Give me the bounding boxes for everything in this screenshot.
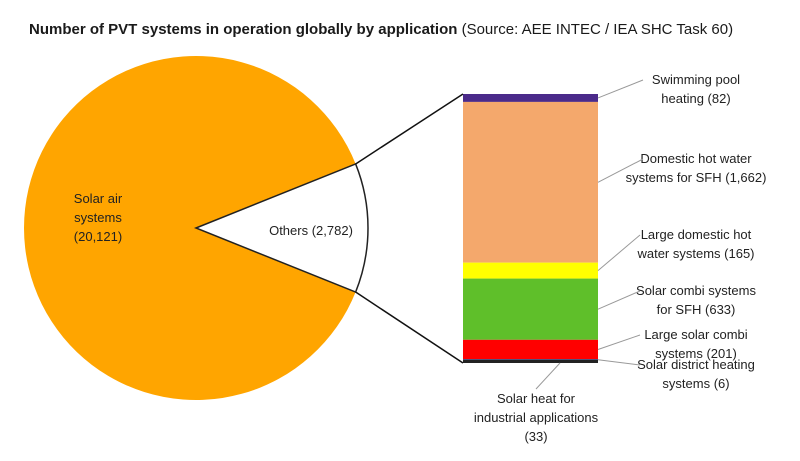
connector-line-top	[355, 93, 464, 165]
leader-line-solar-district-heating-systems	[597, 359, 641, 366]
pie-label-solar-air-systems-line-2: (20,121)	[74, 229, 122, 244]
bar-segment-swimming-pool-heating	[463, 94, 598, 102]
bar-label-large-solar-combi-systems-line-0: Large solar combi	[644, 327, 747, 342]
pie-slice-solar-air-systems	[24, 55, 356, 400]
bar-label-domestic-hot-water-systems-for-sfh-line-1: systems for SFH (1,662)	[626, 170, 767, 185]
bar-label-solar-district-heating-systems-line-0: Solar district heating	[637, 357, 755, 372]
chart-title: Number of PVT systems in operation globa…	[29, 21, 458, 38]
bar-label-large-solar-combi-systems-line-1: systems (201)	[655, 346, 737, 361]
connector-line-bottom	[355, 291, 464, 364]
leader-line-solar-heat-for-industrial-applications	[535, 362, 561, 390]
chart-title-row: Number of PVT systems in operation globa…	[29, 21, 733, 38]
bar-label-domestic-hot-water-systems-for-sfh-line-0: Domestic hot water	[640, 151, 752, 166]
bar-label-solar-combi-systems-for-sfh-line-0: Solar combi systems	[636, 283, 756, 298]
bar-label-solar-heat-for-industrial-applications-line-1: industrial applications	[474, 410, 599, 425]
bar-label-large-domestic-hot-water-systems-line-0: Large domestic hot	[641, 227, 752, 242]
leader-line-domestic-hot-water-systems-for-sfh	[597, 158, 644, 183]
bar-label-solar-district-heating-systems-line-1: systems (6)	[662, 376, 729, 391]
pie-label-solar-air-systems-line-0: Solar air	[74, 191, 123, 206]
bar-segment-solar-district-heating-systems	[463, 359, 598, 361]
bar-label-swimming-pool-heating-line-1: heating (82)	[661, 91, 730, 106]
leader-line-swimming-pool-heating	[597, 79, 644, 99]
bar-label-solar-heat-for-industrial-applications-line-2: (33)	[524, 429, 547, 444]
bar-segment-large-solar-combi-systems	[463, 339, 598, 360]
bar-label-solar-heat-for-industrial-applications-line-0: Solar heat for	[497, 391, 576, 406]
pie-label-others: Others (2,782)	[269, 223, 353, 238]
leader-line-large-solar-combi-systems	[597, 334, 641, 350]
leader-line-solar-combi-systems-for-sfh	[597, 290, 641, 310]
bar-segment-large-domestic-hot-water-systems	[463, 262, 598, 279]
bar-segment-solar-heat-for-industrial-applications	[463, 359, 598, 363]
chart-source: (Source: AEE INTEC / IEA SHC Task 60)	[461, 21, 734, 38]
bar-label-swimming-pool-heating-line-0: Swimming pool	[652, 72, 740, 87]
bar-segment-domestic-hot-water-systems-for-sfh	[463, 101, 598, 263]
bar-label-solar-combi-systems-for-sfh-line-1: for SFH (633)	[657, 302, 736, 317]
leader-line-large-domestic-hot-water-systems	[597, 234, 641, 271]
pie-slice-others	[193, 162, 369, 294]
pie-label-solar-air-systems-line-1: systems	[74, 210, 122, 225]
bar-segment-solar-combi-systems-for-sfh	[463, 278, 598, 340]
bar-label-large-domestic-hot-water-systems-line-1: water systems (165)	[636, 246, 754, 261]
